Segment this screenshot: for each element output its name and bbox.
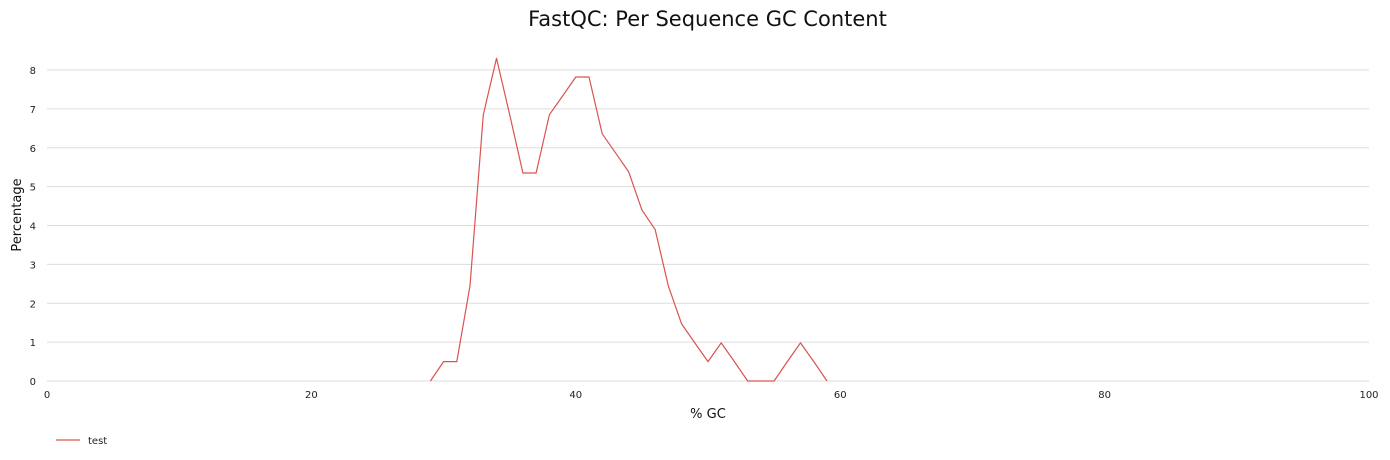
x-tick-label: 20	[305, 390, 318, 401]
chart-title: FastQC: Per Sequence GC Content	[528, 7, 887, 31]
grid-lines	[47, 69, 1369, 343]
x-tick-label: 80	[1098, 390, 1111, 401]
x-tick-label: 60	[834, 390, 847, 401]
y-axis-label: Percentage	[10, 178, 25, 251]
y-tick-label: 7	[30, 105, 36, 116]
legend-label: test	[88, 436, 107, 447]
x-tick-label: 40	[569, 390, 582, 401]
y-tick-label: 0	[30, 377, 36, 388]
series-line-test	[429, 57, 828, 382]
legend[interactable]: test	[56, 436, 107, 447]
y-tick-label: 8	[30, 66, 36, 77]
legend-item[interactable]: test	[56, 436, 107, 447]
y-tick-label: 5	[30, 183, 36, 194]
y-tick-label: 2	[30, 299, 36, 310]
x-axis-ticks: 0 20 40 60 80 100	[44, 390, 1379, 401]
x-axis-label: % GC	[690, 407, 726, 422]
y-tick-label: 4	[30, 222, 36, 233]
y-tick-label: 3	[30, 260, 36, 271]
y-tick-label: 6	[30, 144, 36, 155]
y-tick-label: 1	[30, 338, 36, 349]
y-axis-ticks: 0 1 2 3 4 5 6 7 8	[30, 66, 36, 388]
x-tick-label: 100	[1359, 390, 1378, 401]
series-lines	[429, 57, 828, 382]
x-tick-label: 0	[44, 390, 50, 401]
